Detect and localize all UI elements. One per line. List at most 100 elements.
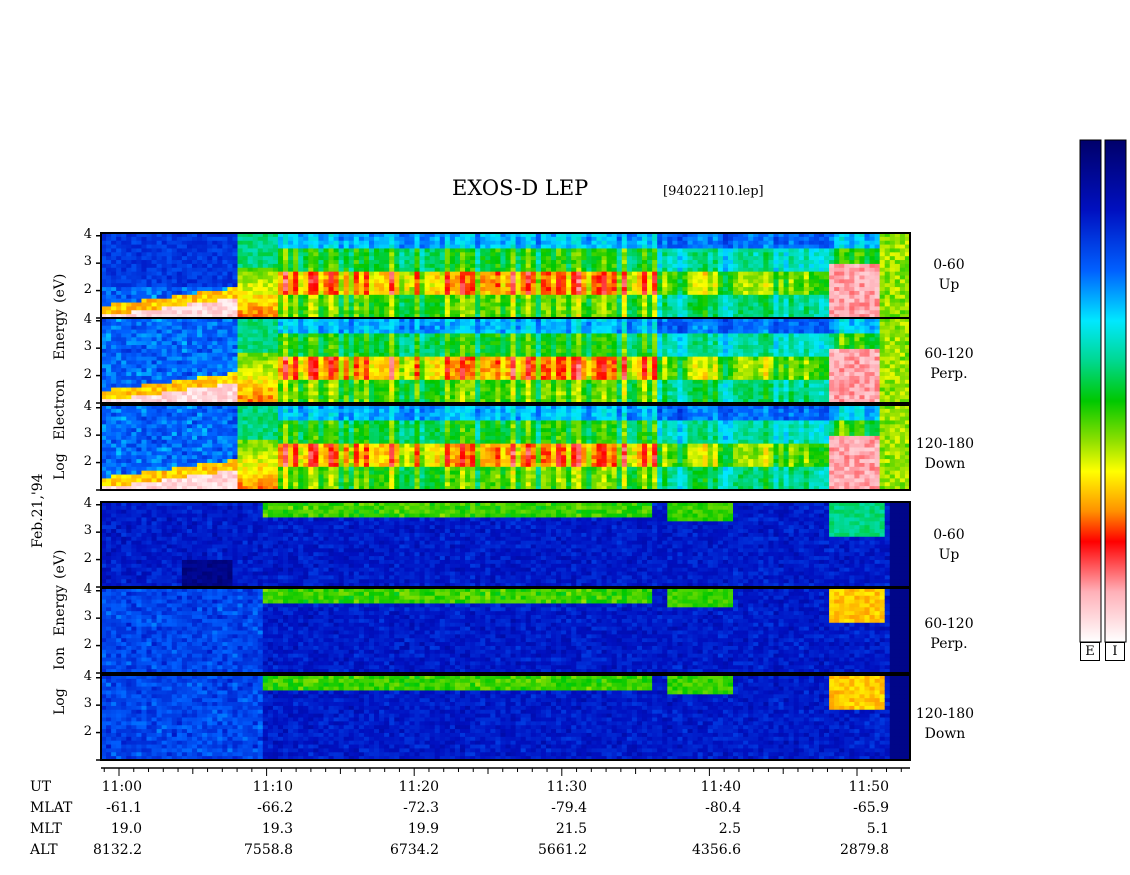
spectrogram-cell [374, 260, 380, 264]
spectrogram-cell [318, 337, 324, 341]
spectrogram-cell [298, 337, 304, 341]
spectrogram-cell [334, 391, 340, 395]
spectrogram-cell [126, 349, 132, 353]
spectrogram-cell [162, 368, 168, 372]
spectrogram-cell [844, 260, 850, 264]
spectrogram-cell [258, 345, 264, 349]
spectrogram-cell [414, 268, 420, 272]
spectrogram-cell [748, 260, 754, 264]
spectrogram-cell [121, 272, 127, 276]
spectrogram-cell [511, 299, 517, 303]
spectrogram-cell [773, 245, 779, 249]
spectrogram-cell [329, 361, 335, 365]
spectrogram-cell [703, 299, 709, 303]
spectrogram-cell [414, 322, 420, 326]
spectrogram-cell [516, 283, 522, 287]
spectrogram-cell [293, 306, 299, 310]
spectrogram-cell [632, 283, 638, 287]
spectrogram-cell [278, 241, 284, 245]
spectrogram-cell [526, 276, 532, 280]
spectrogram-cell [303, 279, 309, 283]
spectrogram-cell [248, 279, 254, 283]
spectrogram-cell [688, 248, 694, 252]
spectrogram-cell [784, 299, 790, 303]
spectrogram-cell [500, 264, 506, 268]
spectrogram-cell [435, 260, 441, 264]
spectrogram-cell [768, 303, 774, 307]
spectrogram-cell [632, 241, 638, 245]
spectrogram-cell [268, 295, 274, 299]
spectrogram-cell [586, 237, 592, 241]
spectrogram-cell [849, 237, 855, 241]
spectrogram-cell [885, 303, 891, 307]
spectrogram-cell [880, 310, 886, 314]
spectrogram-cell [708, 291, 714, 295]
spectrogram-cell [430, 361, 436, 365]
spectrogram-cell [131, 376, 137, 380]
spectrogram-cell [157, 330, 163, 334]
spectrogram-cell [227, 272, 233, 276]
spectrogram-cell [743, 241, 749, 245]
spectrogram-cell [323, 357, 329, 361]
spectrogram-cell [864, 303, 870, 307]
spectrogram-cell [248, 368, 254, 372]
spectrogram-cell [652, 295, 658, 299]
spectrogram-cell [364, 353, 370, 357]
spectrogram-cell [147, 310, 153, 314]
spectrogram-cell [779, 256, 785, 260]
spectrogram-cell [379, 395, 385, 399]
spectrogram-cell [445, 306, 451, 310]
spectrogram-cell [258, 306, 264, 310]
spectrogram-cell [349, 357, 355, 361]
spectrogram-cell [253, 380, 259, 384]
spectrogram-cell [475, 268, 481, 272]
spectrogram-cell [672, 283, 678, 287]
spectrogram-cell [602, 268, 608, 272]
spectrogram-cell [136, 299, 142, 303]
spectrogram-cell [561, 283, 567, 287]
spectrogram-cell [526, 252, 532, 256]
spectrogram-cell [602, 287, 608, 291]
spectrogram-cell [313, 310, 319, 314]
spectrogram-cell [566, 310, 572, 314]
spectrogram-cell [248, 384, 254, 388]
spectrogram-cell [253, 395, 259, 399]
spectrogram-cell [743, 276, 749, 280]
spectrogram-cell [475, 279, 481, 283]
spectrogram-cell [329, 276, 335, 280]
spectrogram-cell [445, 283, 451, 287]
spectrogram-cell [253, 349, 259, 353]
spectrogram-cell [546, 268, 552, 272]
spectrogram-cell [435, 326, 441, 330]
spectrogram-cell [162, 287, 168, 291]
spectrogram-cell [303, 295, 309, 299]
spectrogram-cell [111, 260, 117, 264]
spectrogram-cell [126, 272, 132, 276]
spectrogram-cell [814, 260, 820, 264]
spectrogram-cell [581, 245, 587, 249]
spectrogram-cell [243, 330, 249, 334]
spectrogram-cell [511, 248, 517, 252]
spectrogram-cell [227, 252, 233, 256]
spectrogram-cell [571, 291, 577, 295]
spectrogram-cell [445, 310, 451, 314]
spectrogram-cell [121, 388, 127, 392]
spectrogram-cell [556, 276, 562, 280]
spectrogram-cell [141, 245, 147, 249]
spectrogram-cell [859, 272, 865, 276]
spectrogram-cell [238, 303, 244, 307]
spectrogram-cell [329, 337, 335, 341]
spectrogram-cell [728, 245, 734, 249]
spectrogram-cell [217, 395, 223, 399]
spectrogram-cell [359, 272, 365, 276]
spectrogram-cell [116, 380, 122, 384]
spectrogram-cell [243, 291, 249, 295]
spectrogram-cell [864, 310, 870, 314]
spectrogram-cell [253, 368, 259, 372]
spectrogram-cell [136, 295, 142, 299]
spectrogram-cell [177, 299, 183, 303]
spectrogram-cell [131, 341, 137, 345]
spectrogram-cell [561, 264, 567, 268]
spectrogram-cell [556, 241, 562, 245]
spectrogram-cell [688, 260, 694, 264]
